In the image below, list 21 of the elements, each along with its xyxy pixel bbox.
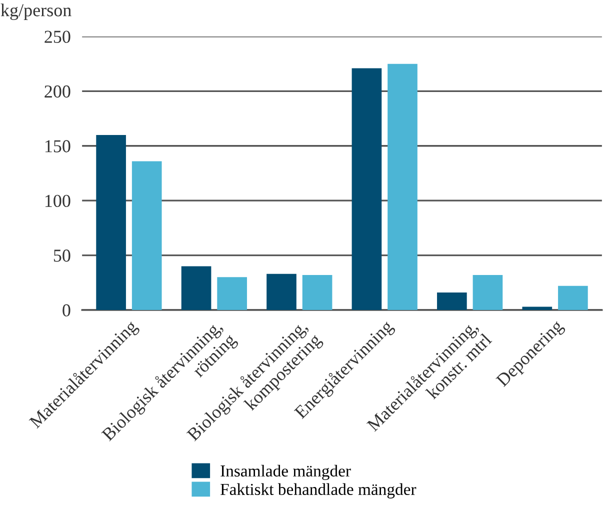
bar <box>217 277 247 310</box>
bar <box>352 68 382 310</box>
bar <box>522 306 552 310</box>
bar <box>266 274 296 310</box>
bar <box>132 161 162 310</box>
legend-label: Insamlade mängder <box>220 464 351 480</box>
bar <box>181 266 212 310</box>
bar <box>437 292 467 310</box>
legend-label: Faktiskt behandlade mängder <box>220 483 416 498</box>
bar <box>96 134 126 310</box>
y-axis-title: kg/person <box>0 4 72 20</box>
bar <box>558 286 588 310</box>
y-tick-label: 100 <box>45 194 70 208</box>
bar <box>388 64 418 310</box>
y-tick-label: 150 <box>45 140 70 152</box>
bar <box>472 274 503 310</box>
y-tick-label: 250 <box>44 30 70 43</box>
y-tick-label: 0 <box>62 304 70 316</box>
bar <box>302 274 332 310</box>
y-tick-label: 50 <box>54 250 70 262</box>
y-tick-label: 200 <box>44 85 70 98</box>
